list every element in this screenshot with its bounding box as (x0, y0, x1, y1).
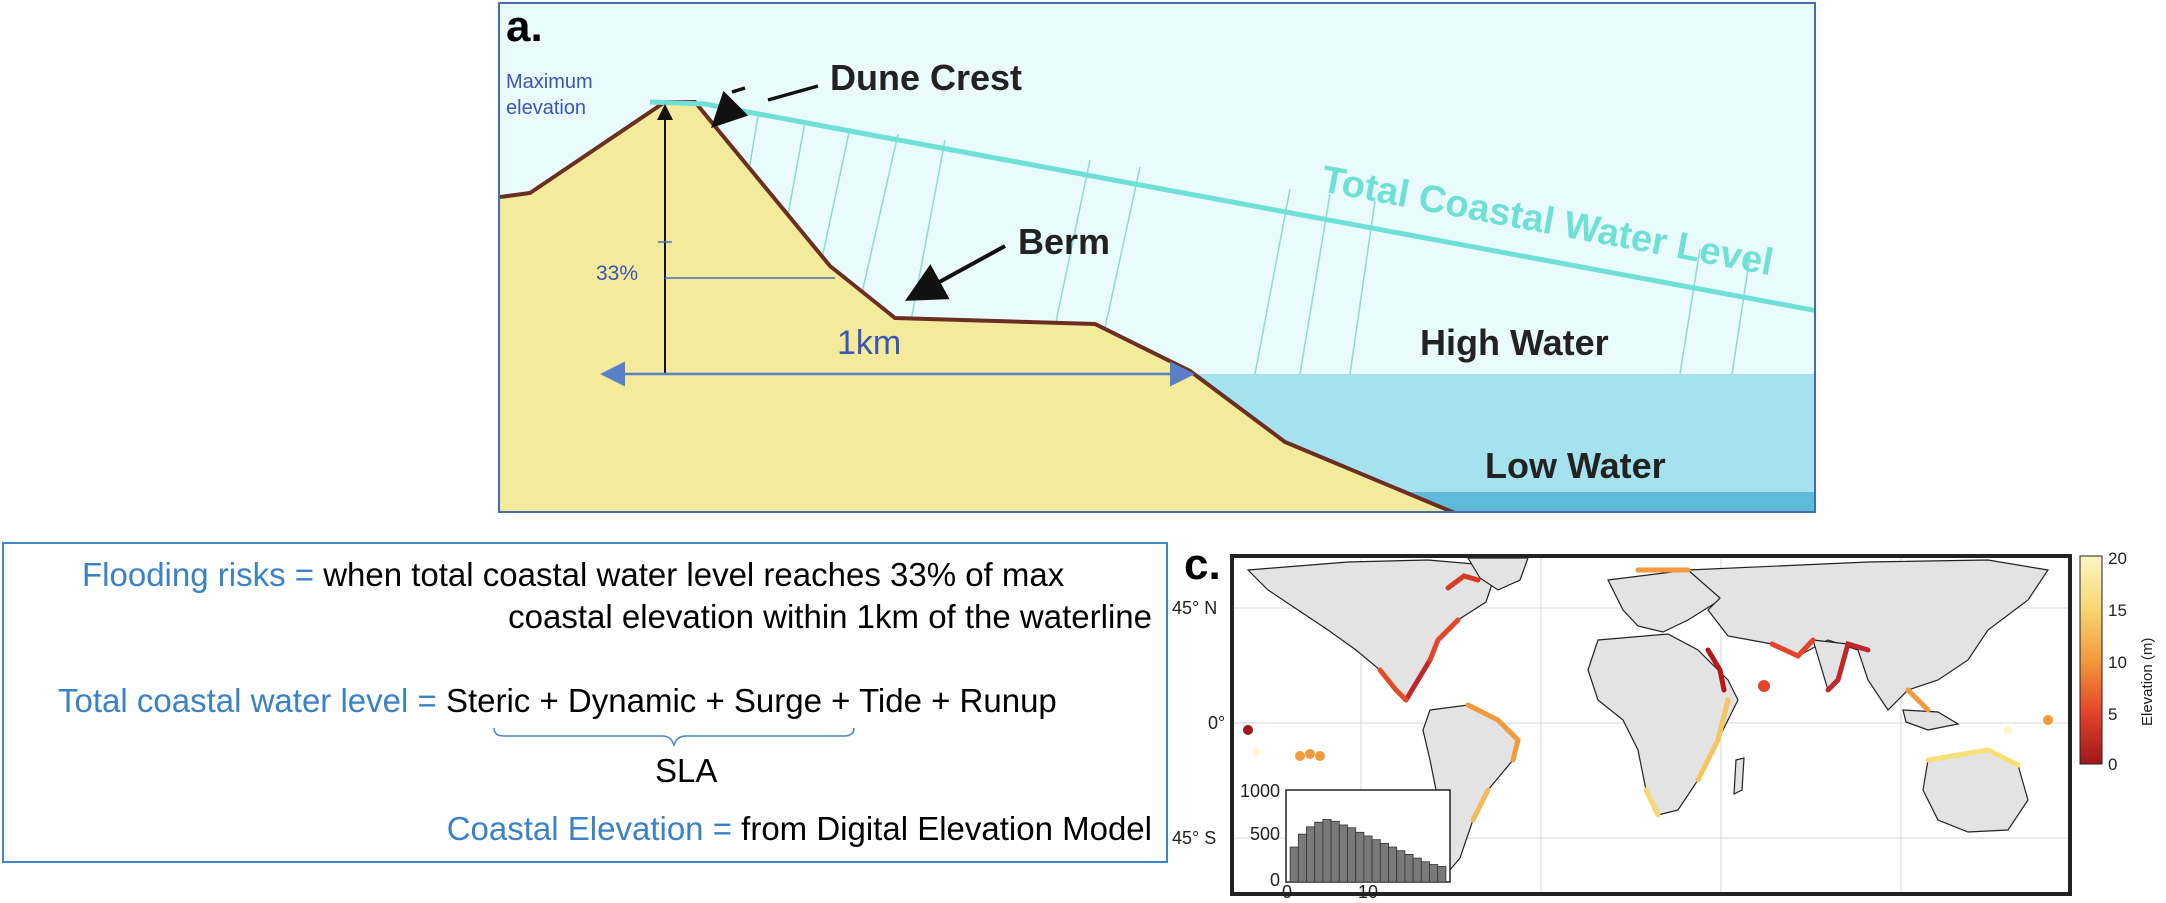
histogram-bar (1306, 826, 1316, 883)
histogram-bar (1412, 857, 1422, 883)
max-elevation-label-1: Maximum (506, 71, 593, 93)
distance-label: 1km (837, 324, 901, 362)
histogram-bar (1338, 824, 1348, 883)
colorbar-tick-0: 0 (2108, 755, 2117, 774)
lat-label-equator: 0° (1208, 713, 1225, 733)
histogram-bar (1371, 839, 1381, 883)
island-points (1243, 680, 2053, 761)
histogram-bar (1355, 831, 1365, 883)
coastal-elevation-map: 45° N 0° 45° S 20 15 10 5 0 Elevation (m… (1172, 549, 2156, 896)
lat-label-north: 45° N (1172, 598, 1217, 618)
total-water-row: Total coastal water level = Steric + Dyn… (58, 682, 1057, 720)
dune-crest-arrow (711, 90, 749, 128)
histogram-bar (1297, 833, 1307, 883)
max-elevation-label-2: elevation (506, 97, 586, 119)
histogram-bar (1322, 819, 1332, 883)
high-water-label: High Water (1420, 322, 1609, 363)
lat-label-south: 45° S (1172, 828, 1216, 848)
colorbar-tick-20: 20 (2108, 549, 2127, 568)
flooding-risk-text-1: when total coastal water level reaches 3… (323, 556, 1065, 593)
panel-b-definitions: Flooding risks = when total coastal wate… (2, 542, 1168, 863)
inset-ytick-500: 500 (1250, 824, 1280, 844)
flooding-risk-row: Flooding risks = when total coastal wate… (82, 556, 1064, 594)
dune-crest-label: Dune Crest (830, 57, 1022, 98)
sand-profile (500, 102, 1450, 511)
panel-c-map: c. (1168, 540, 2166, 902)
histogram-bar (1420, 861, 1430, 883)
total-water-terms: Steric + Dynamic + Surge + Tide + Runup (445, 682, 1057, 719)
flooding-risk-text-2: coastal elevation within 1km of the wate… (508, 598, 1152, 635)
sand-outline (500, 100, 1456, 511)
panel-a-diagram: Maximum elevation Dune Crest Berm 33% 1k… (498, 2, 1816, 513)
sla-brace (493, 727, 855, 747)
coastal-profile-diagram: Maximum elevation Dune Crest Berm 33% 1k… (500, 4, 1814, 511)
coastal-elevation-text: from Digital Elevation Model (741, 810, 1152, 847)
histogram-bar (1437, 865, 1447, 883)
histogram-bar (1363, 835, 1373, 883)
colorbar-tick-15: 15 (2108, 601, 2127, 620)
colorbar (2079, 555, 2103, 765)
histogram-bar (1379, 842, 1389, 883)
colorbar-tick-5: 5 (2108, 705, 2117, 724)
colorbar-tick-10: 10 (2108, 653, 2127, 672)
panel-a-letter: a. (506, 2, 543, 51)
coastal-elevation-label: Coastal Elevation = (446, 810, 732, 847)
sla-label: SLA (655, 752, 718, 789)
inset-ytick-0: 0 (1270, 870, 1280, 890)
colorbar-title: Elevation (m) (2139, 638, 2156, 726)
panel-c-letter: c. (1184, 540, 1221, 589)
histogram-bar (1429, 864, 1439, 883)
histogram-bar (1347, 827, 1357, 883)
inset-ytick-1000: 1000 (1240, 781, 1280, 801)
coastal-elevation-row: Coastal Elevation = from Digital Elevati… (447, 810, 1152, 848)
histogram-bar (1388, 846, 1398, 883)
histogram-bar (1289, 846, 1299, 883)
histogram-bar (1314, 821, 1324, 883)
coastal-risk-segments (1377, 567, 2021, 823)
histogram-bar (1396, 850, 1406, 883)
inset-histogram: 1000 500 0 (1240, 781, 1451, 890)
histogram-bar (1330, 820, 1340, 883)
low-water-label: Low Water (1485, 445, 1666, 486)
inset-xtick-0: 0 (1282, 882, 1293, 902)
histogram-bar (1404, 853, 1414, 883)
total-water-level-line (649, 99, 1814, 313)
inset-bars (1289, 819, 1447, 883)
berm-label: Berm (1018, 221, 1110, 262)
percent-label: 33% (596, 262, 638, 285)
flooding-risk-label: Flooding risks = (82, 556, 315, 593)
total-water-label: Total coastal water level = (58, 682, 437, 719)
inset-xtick-10: 10 (1358, 882, 1379, 902)
berm-arrow (904, 244, 1006, 301)
